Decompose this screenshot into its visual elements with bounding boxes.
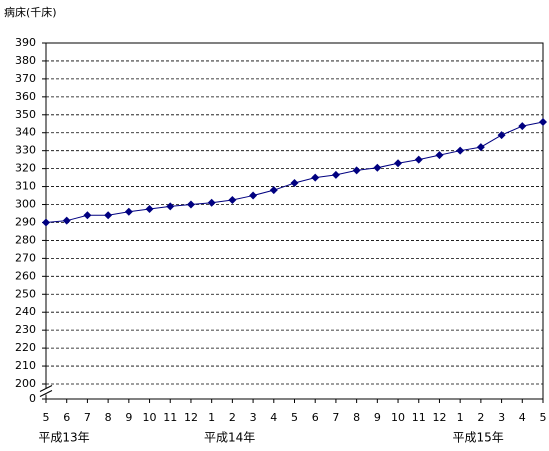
data-point — [456, 146, 465, 155]
x-tick-label: 6 — [63, 411, 70, 424]
y-tick-label: 230 — [15, 323, 36, 336]
y-tick-label: 260 — [15, 269, 36, 282]
x-tick-label: 12 — [184, 411, 198, 424]
plot-area — [45, 42, 544, 400]
x-tick-label: 10 — [143, 411, 157, 424]
x-tick-label: 3 — [498, 411, 505, 424]
data-point — [394, 159, 403, 168]
y-axis-title: 病床(千床) — [4, 5, 57, 19]
data-point — [269, 186, 278, 195]
data-point — [42, 218, 50, 227]
data-point — [249, 191, 258, 200]
data-point — [207, 198, 216, 207]
y-tick-label: 280 — [15, 233, 36, 246]
x-tick-label: 7 — [332, 411, 339, 424]
x-tick-label: 5 — [43, 411, 50, 424]
data-point — [145, 205, 154, 214]
y-tick-label: 290 — [15, 215, 36, 228]
data-point — [331, 170, 340, 179]
y-tick-label: 240 — [15, 305, 36, 318]
x-tick-label: 2 — [477, 411, 484, 424]
y-tick-label: 340 — [15, 126, 36, 139]
x-tick-label: 2 — [229, 411, 236, 424]
data-point — [476, 143, 485, 152]
y-tick-label: 370 — [15, 72, 36, 85]
data-point — [290, 178, 299, 187]
x-tick-label: 10 — [391, 411, 405, 424]
x-tick-label: 9 — [374, 411, 381, 424]
data-point — [124, 207, 133, 216]
data-point — [518, 122, 527, 131]
data-point — [83, 211, 92, 220]
axis-break — [39, 385, 53, 392]
x-tick-label: 8 — [105, 411, 112, 424]
axis-break — [39, 390, 53, 397]
axis-break-gap — [40, 388, 52, 395]
x-tick-label: 4 — [519, 411, 526, 424]
x-tick-label: 3 — [250, 411, 257, 424]
data-point — [62, 216, 71, 225]
x-tick-label: 8 — [353, 411, 360, 424]
x-tick-label: 5 — [291, 411, 298, 424]
x-tick-label: 4 — [270, 411, 277, 424]
data-point — [311, 173, 320, 182]
data-point — [435, 151, 444, 160]
x-tick-label: 6 — [312, 411, 319, 424]
year-label: 平成13年 — [38, 431, 89, 445]
data-point — [539, 117, 547, 126]
data-point — [497, 131, 506, 140]
data-point — [373, 163, 382, 172]
x-tick-label: 9 — [125, 411, 132, 424]
x-tick-label: 5 — [540, 411, 547, 424]
data-point — [228, 196, 237, 205]
x-tick-label: 7 — [84, 411, 91, 424]
y-tick-label: 220 — [15, 341, 36, 354]
x-tick-label: 1 — [457, 411, 464, 424]
y-tick-label: 250 — [15, 287, 36, 300]
y-tick-label: 330 — [15, 144, 36, 157]
year-label: 平成14年 — [204, 431, 255, 445]
data-line — [45, 121, 544, 223]
year-label: 平成15年 — [453, 431, 504, 445]
y-tick-label: 320 — [15, 162, 36, 175]
y-tick-label: 200 — [15, 377, 36, 390]
x-tick-label: 12 — [432, 411, 446, 424]
data-point — [414, 155, 423, 164]
y-tick-label: 360 — [15, 90, 36, 103]
x-tick-label: 1 — [208, 411, 215, 424]
y-tick-label: 380 — [15, 54, 36, 67]
y-tick-label: 210 — [15, 359, 36, 372]
y-tick-label: 0 — [29, 392, 36, 405]
y-tick-label: 350 — [15, 108, 36, 121]
x-tick-label: 11 — [163, 411, 177, 424]
y-tick-label: 310 — [15, 180, 36, 193]
x-tick-label: 11 — [412, 411, 426, 424]
y-tick-label: 270 — [15, 251, 36, 264]
data-point — [104, 211, 113, 220]
data-point — [352, 166, 361, 175]
y-tick-label: 300 — [15, 198, 36, 211]
data-point — [166, 202, 175, 211]
data-point — [186, 200, 195, 209]
y-tick-label: 390 — [15, 36, 36, 49]
